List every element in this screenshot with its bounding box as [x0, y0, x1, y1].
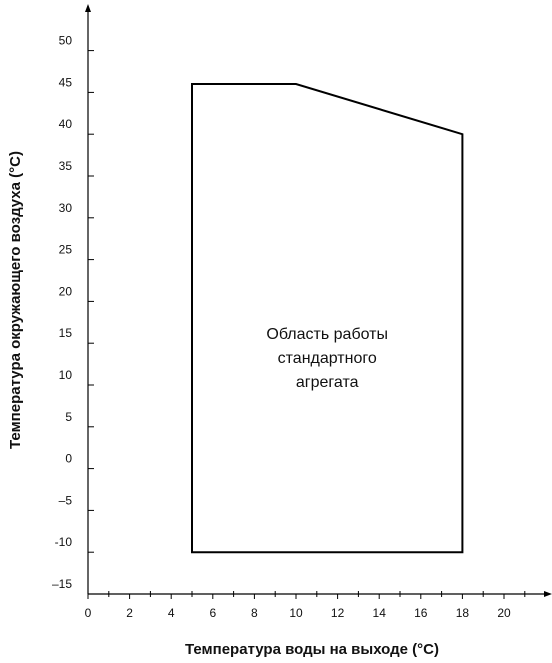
- y-tick-label: 15: [59, 326, 73, 340]
- y-tick-label: 50: [59, 34, 73, 48]
- y-tick-label: –15: [52, 577, 72, 591]
- region-label: агрегата: [296, 374, 359, 391]
- x-tick-label: 8: [251, 606, 258, 620]
- y-tick-label: 10: [59, 368, 73, 382]
- x-tick-label: 0: [85, 606, 92, 620]
- y-tick-label: 25: [59, 243, 73, 257]
- x-tick-label: 2: [126, 606, 133, 620]
- region-label: стандартного: [278, 350, 377, 367]
- x-tick-label: 12: [331, 606, 345, 620]
- x-tick-label: 10: [289, 606, 303, 620]
- y-axis-ticks: –15 -10 –5 0 5 10 15 20 25 30 35 40 45 50: [52, 34, 94, 595]
- x-tick-label: 4: [168, 606, 175, 620]
- y-tick-label: -10: [55, 535, 73, 549]
- y-tick-label: 30: [59, 201, 73, 215]
- x-tick-label: 6: [209, 606, 216, 620]
- y-tick-label: 35: [59, 159, 73, 173]
- y-tick-label: 45: [59, 75, 73, 89]
- y-tick-label: 0: [65, 452, 72, 466]
- y-tick-label: –5: [59, 493, 73, 507]
- y-axis-title: Температура окружающего воздуха (°C): [7, 151, 24, 449]
- y-tick-label: 5: [65, 410, 72, 424]
- x-tick-label: 20: [497, 606, 511, 620]
- series-layer: [191, 83, 464, 554]
- operating-region-outline: [191, 83, 464, 554]
- region-label: Область работы: [266, 326, 388, 343]
- annotation-layer: Область работы стандартного агрегата: [266, 326, 388, 391]
- x-axis-title: Температура воды на выходе (°C): [185, 641, 439, 658]
- x-tick-label: 18: [456, 606, 470, 620]
- x-axis-ticks: 0 2 4 6 8 10 12 14 16 18 20: [85, 591, 526, 620]
- y-tick-label: 40: [59, 117, 73, 131]
- x-tick-label: 16: [414, 606, 428, 620]
- x-tick-label: 14: [373, 606, 387, 620]
- y-tick-label: 20: [59, 284, 73, 298]
